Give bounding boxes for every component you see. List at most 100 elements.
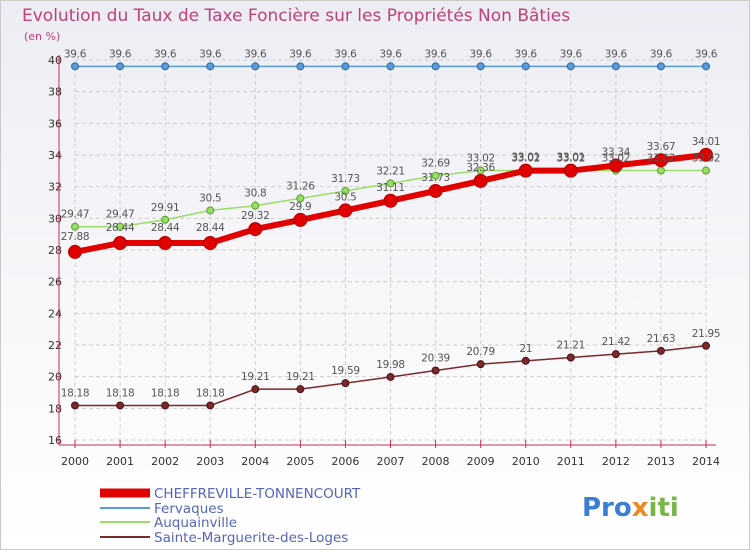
series-3-label: 18.18 <box>196 387 225 399</box>
series-3-point <box>611 350 620 359</box>
series-1-point <box>431 62 440 71</box>
series-2-point <box>296 194 305 203</box>
brand-logo: Proxiti <box>582 493 679 523</box>
series-3-label: 21.42 <box>602 336 631 348</box>
series-3-label: 20.39 <box>421 352 450 364</box>
series-0-label: 33.34 <box>602 146 631 158</box>
series-3-point <box>206 401 215 410</box>
series-3-point <box>431 366 440 375</box>
series-2-point <box>71 222 79 231</box>
series-0-point <box>518 163 533 178</box>
series-1-label: 39.6 <box>560 48 583 60</box>
series-2-point <box>161 215 170 224</box>
series-1-label: 39.6 <box>605 48 628 60</box>
series-2-label: 29.47 <box>106 209 135 221</box>
x-tick-label: 2014 <box>692 455 720 468</box>
series-2-point <box>251 201 260 210</box>
series-1-label: 39.6 <box>289 48 312 60</box>
series-3-label: 19.98 <box>376 359 405 371</box>
series-2-label: 33.02 <box>647 153 676 165</box>
y-unit-label: (en %) <box>24 30 60 43</box>
series-0-label: 31.11 <box>376 182 405 194</box>
series-0-label: 30.5 <box>334 191 356 203</box>
series-0-point <box>113 236 128 251</box>
series-2-label: 32.21 <box>376 165 405 177</box>
legend-swatch-2 <box>100 521 150 523</box>
svg-text:Proxiti: Proxiti <box>582 493 679 523</box>
series-0-point <box>699 147 713 162</box>
series-3-label: 19.59 <box>331 365 360 377</box>
legend-swatch-0 <box>100 488 150 498</box>
series-1-label: 39.6 <box>64 48 87 60</box>
series-2-label: 29.91 <box>151 202 180 214</box>
series-0-label: 28.44 <box>106 222 135 234</box>
series-3-label: 21.21 <box>557 340 586 352</box>
series-3-label: 19.21 <box>286 371 315 383</box>
series-2-label: 30.5 <box>199 192 221 204</box>
x-tick-label: 2007 <box>377 455 405 468</box>
series-3-point <box>251 385 260 394</box>
series-1-point <box>521 62 530 71</box>
legend-swatch-1 <box>100 507 150 509</box>
series-0-label: 27.88 <box>61 231 90 243</box>
series-3-point <box>656 346 665 355</box>
legend-label-3: Sainte-Marguerite-des-Loges <box>154 530 348 546</box>
legend-label-0: CHEFFREVILLE-TONNENCOURT <box>154 486 361 502</box>
legend-label-1: Fervaques <box>154 501 224 517</box>
series-3-point <box>566 353 575 362</box>
x-tick-label: 2002 <box>151 455 179 468</box>
series-0-point <box>653 153 668 168</box>
series-1-point <box>656 62 665 71</box>
series-3-label: 18.18 <box>151 387 180 399</box>
series-3-label: 21 <box>519 343 532 355</box>
grid-layer <box>74 59 707 441</box>
legend-swatch-3 <box>100 536 150 538</box>
series-2-point <box>656 166 665 175</box>
series-1-point <box>476 62 485 71</box>
series-1-label: 39.6 <box>244 48 267 60</box>
series-3-point <box>476 360 485 369</box>
series-0-label: 29.32 <box>241 210 270 222</box>
series-3-point <box>296 385 305 394</box>
series-3-label: 21.95 <box>692 328 721 340</box>
series-1-point <box>251 62 260 71</box>
series-1-point <box>702 62 710 71</box>
series-2-label: 31.73 <box>331 173 360 185</box>
series-0-label: 31.73 <box>421 172 450 184</box>
series-0-point <box>203 236 218 251</box>
series-0-point <box>338 203 353 218</box>
series-2-point <box>341 186 350 195</box>
series-0-label: 28.44 <box>151 222 180 234</box>
x-tick-label: 2011 <box>557 455 585 468</box>
series-2-label: 32.69 <box>421 158 450 170</box>
x-tick-label: 2009 <box>467 455 495 468</box>
series-0-label: 32.36 <box>466 162 495 174</box>
series-3-point <box>702 341 710 350</box>
series-1-point <box>611 62 620 71</box>
series-0-label: 33.01 <box>511 152 540 164</box>
series-2-point <box>702 166 710 175</box>
x-tick-label: 2004 <box>241 455 269 468</box>
series-3-label: 18.18 <box>106 387 135 399</box>
series-2-label: 31.26 <box>286 180 315 192</box>
series-1-label: 39.6 <box>379 48 402 60</box>
series-1-label: 39.6 <box>650 48 673 60</box>
series-2-label: 33.02 <box>466 153 495 165</box>
x-tick-label: 2000 <box>61 455 89 468</box>
series-1-point <box>206 62 215 71</box>
x-tick-label: 2010 <box>512 455 540 468</box>
series-3-point <box>521 356 530 365</box>
series-0-point <box>473 173 488 188</box>
series-1-label: 39.6 <box>199 48 222 60</box>
series-3-point <box>116 401 125 410</box>
series-3-point <box>161 401 170 410</box>
series-0-label: 28.44 <box>196 222 225 234</box>
y-tick-label: 36 <box>48 117 62 130</box>
series-1-label: 39.6 <box>334 48 357 60</box>
series-1-point <box>566 62 575 71</box>
series-1-point <box>161 62 170 71</box>
series-1-point <box>71 62 79 71</box>
data-label-layer: 39.6 39.6 39.6 39.6 39.6 39.6 39.6 39.6 39.6 39.6… <box>61 48 721 399</box>
